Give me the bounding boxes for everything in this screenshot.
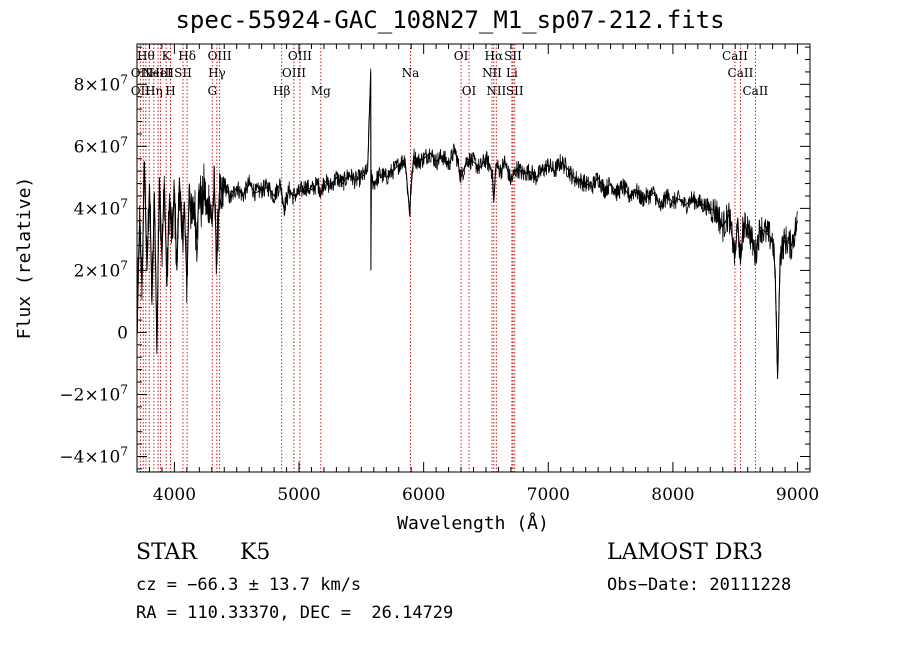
- y-tick-exponent: 7: [120, 72, 128, 86]
- line-label: CaII: [728, 66, 754, 80]
- y-tick-mantissa: 8×10: [74, 75, 121, 95]
- y-tick-label: 8×107: [74, 72, 128, 95]
- radec-text: RA = 110.33370, DEC = 26.14729: [136, 603, 454, 623]
- y-tick-exponent: 7: [120, 196, 128, 210]
- line-label: OII: [131, 84, 151, 98]
- y-tick-label: 0: [117, 323, 128, 343]
- spectrum-chart: 4000 5000 6000 7000 8000 9000−4×107−2×10702×1…: [14, 43, 819, 534]
- plot-frame: [136, 43, 811, 473]
- line-label: OIII: [282, 66, 306, 80]
- object-subclass: K5: [240, 540, 271, 565]
- line-label: Hδ: [178, 49, 196, 63]
- x-tick-label: 5000: [277, 485, 320, 505]
- redshift-text: cz = −66.3 ± 13.7 km/s: [136, 575, 362, 595]
- line-label: SII: [174, 66, 192, 80]
- x-tick-label: 9000: [776, 485, 819, 505]
- flux-noise: [136, 68, 798, 372]
- flux-layer: [136, 68, 798, 380]
- line-label: Hγ: [208, 66, 226, 80]
- line-label: NII: [482, 66, 502, 80]
- line-label: NII: [486, 84, 506, 98]
- line-label: SII: [506, 84, 524, 98]
- obs-date-text: Obs−Date: 20111228: [607, 575, 792, 595]
- line-label: Hα: [485, 49, 504, 63]
- x-tick-label: 8000: [651, 485, 694, 505]
- line-label: Mg: [311, 84, 331, 98]
- y-tick-exponent: 7: [120, 444, 128, 458]
- emission-line-markers: [139, 44, 756, 472]
- line-label: OI: [454, 49, 469, 63]
- line-label: Na: [402, 66, 420, 80]
- y-tick-label: −2×107: [59, 382, 128, 405]
- line-label: G: [207, 84, 217, 98]
- y-tick-label: 2×107: [74, 258, 128, 281]
- chart-title: spec-55924-GAC_108N27_M1_sp07-212.fits: [175, 6, 725, 34]
- survey-name: LAMOST DR3: [607, 540, 763, 565]
- x-tick-label: 6000: [402, 485, 445, 505]
- y-axis-label: Flux (relative): [14, 177, 35, 340]
- y-tick-mantissa: 4×10: [74, 199, 121, 219]
- line-label: Hη: [145, 84, 163, 98]
- y-tick-mantissa: 2×10: [74, 261, 121, 281]
- y-tick-label: −4×107: [59, 444, 128, 467]
- line-label: CaII: [722, 49, 748, 63]
- line-label: Li: [506, 66, 518, 80]
- y-tick-label: 6×107: [74, 134, 128, 157]
- line-label: HeI: [149, 66, 172, 80]
- y-tick-mantissa: 0: [117, 323, 128, 343]
- y-tick-exponent: 7: [120, 382, 128, 396]
- line-label: OII: [131, 66, 151, 80]
- line-label: Hθ: [137, 49, 155, 63]
- line-label: OI: [462, 84, 477, 98]
- flux-series: [136, 71, 798, 380]
- axis-ticks: 4000 5000 6000 7000 8000 9000−4×107−2×10702×1…: [59, 44, 819, 505]
- line-label: OIII: [288, 49, 312, 63]
- y-tick-mantissa: 6×10: [74, 137, 121, 157]
- line-label: CaII: [742, 84, 768, 98]
- line-label: NeIII: [142, 66, 174, 80]
- line-label: SII: [504, 49, 522, 63]
- y-tick-label: 4×107: [74, 196, 128, 219]
- line-label: H: [165, 84, 175, 98]
- y-tick-mantissa: −2×10: [59, 385, 120, 405]
- x-tick-label: 4000: [153, 485, 196, 505]
- object-class: STAR: [136, 540, 197, 565]
- x-axis-label: Wavelength (Å): [397, 512, 549, 534]
- y-tick-exponent: 7: [120, 258, 128, 272]
- y-tick-exponent: 7: [120, 134, 128, 148]
- y-tick-mantissa: −4×10: [59, 447, 120, 467]
- line-label: OIII: [208, 49, 232, 63]
- x-tick-label: 7000: [527, 485, 570, 505]
- line-label: K: [162, 49, 172, 63]
- line-label: Hβ: [273, 84, 290, 98]
